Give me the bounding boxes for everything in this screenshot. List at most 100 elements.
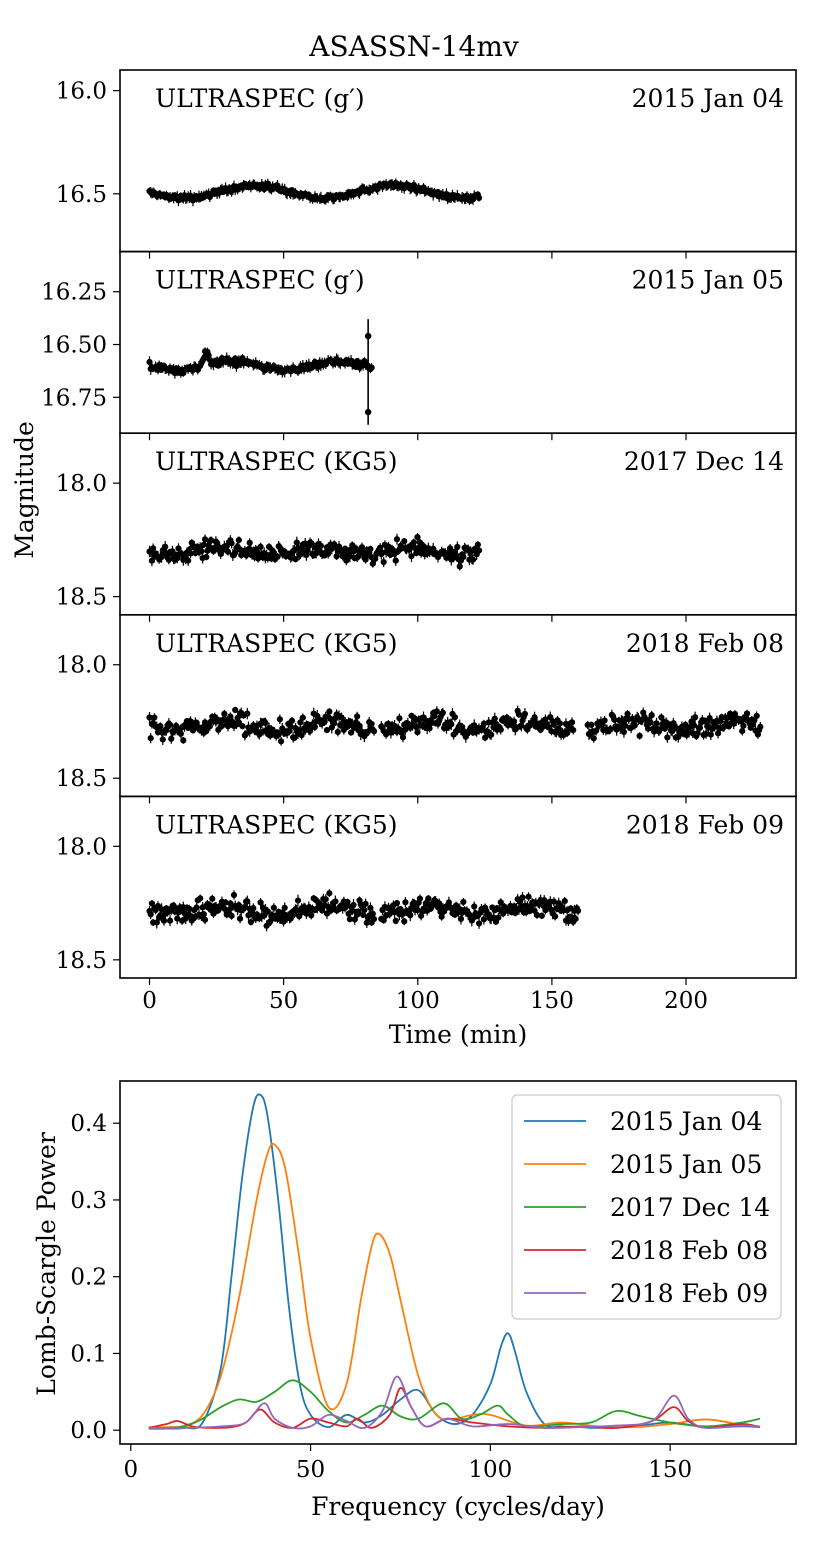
- data-point: [475, 547, 483, 554]
- data-point: [731, 710, 739, 718]
- time-axis-label: Time (min): [389, 1020, 527, 1049]
- data-point: [590, 735, 597, 742]
- data-point: [224, 548, 232, 555]
- data-point: [298, 732, 305, 739]
- data-point: [341, 545, 349, 552]
- data-point: [556, 720, 564, 727]
- data-point: [323, 726, 331, 734]
- data-point: [414, 729, 421, 736]
- data-point: [611, 716, 618, 723]
- data-point: [262, 719, 269, 726]
- data-point: [737, 718, 745, 725]
- data-point: [180, 737, 187, 744]
- data-point: [407, 912, 414, 919]
- data-point: [204, 547, 211, 554]
- data-point: [265, 543, 273, 550]
- data-point: [692, 714, 699, 721]
- data-point: [525, 893, 532, 900]
- figure-title: ASASSN-14mv: [308, 30, 519, 63]
- power-tick-label: 0.0: [70, 1418, 107, 1444]
- data-point: [158, 906, 165, 913]
- data-point: [209, 895, 216, 902]
- power-tick-label: 0.1: [70, 1341, 107, 1367]
- data-point: [317, 542, 325, 549]
- data-point: [367, 545, 374, 553]
- panel-instrument-label: ULTRASPEC (g′): [155, 84, 365, 113]
- data-point: [150, 545, 157, 552]
- data-point: [250, 905, 257, 912]
- data-point: [246, 539, 253, 546]
- data-point: [200, 911, 207, 918]
- data-point: [570, 726, 577, 734]
- data-point: [350, 901, 357, 909]
- legend-entry: 2018 Feb 08: [610, 1236, 768, 1265]
- light-curve-panel-1: 16.0 16.5 ULTRASPEC (g′) 2015 Jan 04: [56, 69, 797, 259]
- data-point: [163, 727, 170, 734]
- legend-box: [511, 1094, 782, 1320]
- data-point: [228, 540, 235, 547]
- data-point: [457, 915, 465, 923]
- data-point: [297, 719, 304, 726]
- data-point: [521, 710, 529, 717]
- data-point: [270, 904, 277, 911]
- data-point: [344, 898, 351, 906]
- data-point: [364, 728, 372, 735]
- data-point: [367, 904, 374, 912]
- data-point: [448, 721, 455, 728]
- data-point: [515, 711, 522, 718]
- frequency-axis-label: Frequency (cycles/day): [311, 1492, 605, 1521]
- panel-date-label: 2015 Jan 04: [632, 84, 784, 113]
- data-point: [460, 898, 467, 906]
- data-point: [356, 722, 363, 729]
- data-point: [644, 725, 652, 732]
- data-point: [414, 907, 421, 914]
- data-point: [380, 558, 387, 566]
- data-point: [326, 708, 333, 715]
- data-point: [288, 717, 296, 724]
- data-point: [294, 897, 302, 904]
- y-tick-label: 16.25: [41, 280, 107, 306]
- data-point: [276, 716, 283, 723]
- data-point: [399, 734, 407, 741]
- data-point: [422, 717, 430, 724]
- light-curve-points: [146, 319, 375, 425]
- data-point: [334, 728, 341, 736]
- data-point: [393, 536, 401, 543]
- frequency-tick-label: 150: [648, 1457, 692, 1483]
- data-point: [198, 548, 205, 555]
- light-curve-panel-3: 18.0 18.5 ULTRASPEC (KG5) 2017 Dec 14: [56, 432, 797, 622]
- data-point: [706, 715, 713, 722]
- data-point: [438, 913, 445, 920]
- data-point: [274, 553, 281, 560]
- data-point: [193, 904, 200, 911]
- data-point: [166, 721, 174, 728]
- data-point: [165, 556, 172, 563]
- time-tick-label: 0: [142, 988, 157, 1014]
- data-point: [197, 895, 204, 902]
- data-point: [147, 735, 154, 742]
- data-point: [727, 710, 734, 717]
- data-point: [319, 907, 326, 914]
- magnitude-axis-label: Magnitude: [10, 421, 39, 559]
- data-point: [538, 912, 545, 919]
- data-point: [690, 722, 698, 729]
- data-point: [257, 899, 264, 906]
- y-tick-label: 18.5: [56, 948, 107, 974]
- panel-instrument-label: ULTRASPEC (KG5): [155, 810, 398, 839]
- data-point: [227, 713, 234, 720]
- legend-entry: 2018 Feb 09: [610, 1279, 768, 1308]
- data-point: [160, 917, 168, 924]
- y-tick-label: 18.5: [56, 766, 107, 792]
- data-point: [701, 717, 708, 724]
- data-point: [416, 895, 424, 902]
- data-point: [146, 714, 153, 721]
- data-point: [396, 715, 403, 722]
- data-point: [480, 916, 487, 923]
- data-point: [291, 734, 298, 742]
- y-tick-label: 18.0: [56, 471, 107, 497]
- data-point: [488, 731, 495, 738]
- legend-entry: 2015 Jan 05: [610, 1150, 762, 1179]
- data-point: [620, 728, 628, 736]
